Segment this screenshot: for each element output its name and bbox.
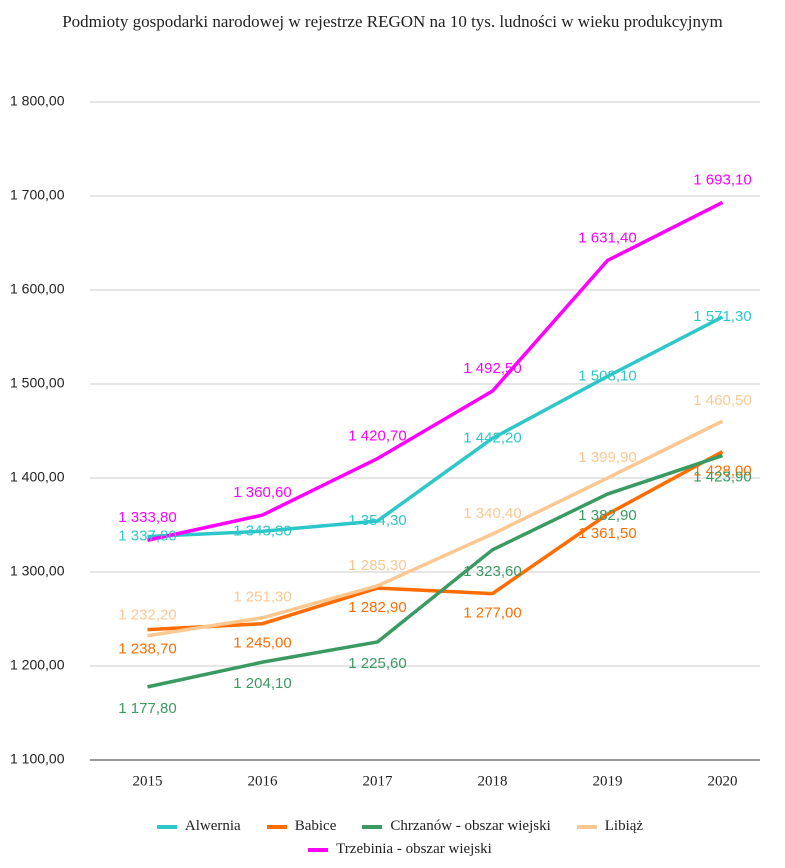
y-tick-label: 1 700,00 — [10, 187, 65, 203]
x-tick-label: 2020 — [708, 773, 738, 789]
legend-swatch — [362, 824, 383, 829]
data-label: 1 323,60 — [463, 563, 521, 580]
data-label: 1 245,00 — [233, 635, 291, 652]
legend-item: Trzebinia - obszar wiejski — [308, 841, 492, 858]
legend-label: Trzebinia - obszar wiejski — [336, 841, 492, 857]
y-tick-label: 1 400,00 — [10, 469, 65, 485]
legend-swatch — [266, 824, 287, 829]
x-tick-label: 2015 — [133, 773, 163, 789]
data-label: 1 508,10 — [578, 367, 636, 384]
data-label: 1 492,50 — [463, 360, 521, 377]
x-tick-label: 2017 — [363, 773, 394, 789]
y-tick-label: 1 300,00 — [10, 563, 65, 579]
legend-item: Alwernia — [156, 818, 241, 835]
series-line — [147, 200, 724, 542]
legend: Alwernia Babice Chrzanów - obszar wiejski L… — [90, 818, 710, 858]
data-label: 1 282,90 — [348, 599, 406, 616]
data-label: 1 460,50 — [693, 392, 751, 409]
legend-label: Libiąż — [604, 818, 644, 834]
data-label: 1 225,60 — [348, 655, 406, 672]
legend-label: Chrzanów - obszar wiejski — [390, 818, 551, 834]
legend-item: Babice — [266, 818, 337, 835]
data-label: 1 693,10 — [693, 171, 751, 188]
data-label: 1 277,00 — [463, 605, 521, 622]
data-label: 1 399,90 — [578, 449, 636, 466]
data-label: 1 571,30 — [693, 308, 751, 325]
y-tick-label: 1 200,00 — [10, 657, 65, 673]
y-tick-label: 1 800,00 — [10, 93, 65, 109]
chart-title: Podmioty gospodarki narodowej w rejestrz… — [62, 12, 723, 31]
data-label: 1 428,00 — [693, 463, 751, 480]
data-label: 1 340,40 — [463, 505, 521, 522]
data-label: 1 337,80 — [118, 527, 176, 544]
data-label: 1 361,50 — [578, 525, 636, 542]
data-label: 1 333,80 — [118, 509, 176, 526]
data-label: 1 204,10 — [233, 675, 291, 692]
data-label: 1 360,60 — [233, 484, 291, 501]
series-line — [147, 453, 724, 689]
data-label: 1 251,30 — [233, 589, 291, 606]
data-label: 1 343,30 — [233, 522, 291, 539]
legend-swatch — [576, 824, 597, 829]
data-label: 1 238,70 — [118, 641, 176, 658]
y-tick-label: 1 100,00 — [10, 751, 65, 767]
data-label: 1 631,40 — [578, 229, 636, 246]
series-line — [147, 315, 724, 539]
legend-label: Alwernia — [184, 818, 241, 834]
x-tick-label: 2019 — [593, 773, 623, 789]
data-label: 1 442,20 — [463, 429, 521, 446]
data-label: 1 420,70 — [348, 428, 406, 445]
legend-swatch — [156, 824, 177, 829]
legend-swatch — [308, 847, 329, 852]
data-label: 1 232,20 — [118, 607, 176, 624]
data-label: 1 177,80 — [118, 700, 176, 717]
legend-item: Chrzanów - obszar wiejski — [362, 818, 551, 835]
y-tick-label: 1 500,00 — [10, 375, 65, 391]
data-label: 1 354,30 — [348, 512, 406, 529]
legend-label: Babice — [294, 818, 337, 834]
data-label: 1 285,30 — [348, 557, 406, 574]
data-label: 1 382,90 — [578, 507, 636, 524]
y-tick-label: 1 600,00 — [10, 281, 65, 297]
x-tick-label: 2016 — [248, 773, 279, 789]
data-label: 1 423,90 — [693, 469, 751, 486]
series-line — [147, 419, 724, 638]
series-line — [147, 450, 724, 632]
legend-item: Libiąż — [576, 818, 644, 835]
x-tick-label: 2018 — [478, 773, 508, 789]
